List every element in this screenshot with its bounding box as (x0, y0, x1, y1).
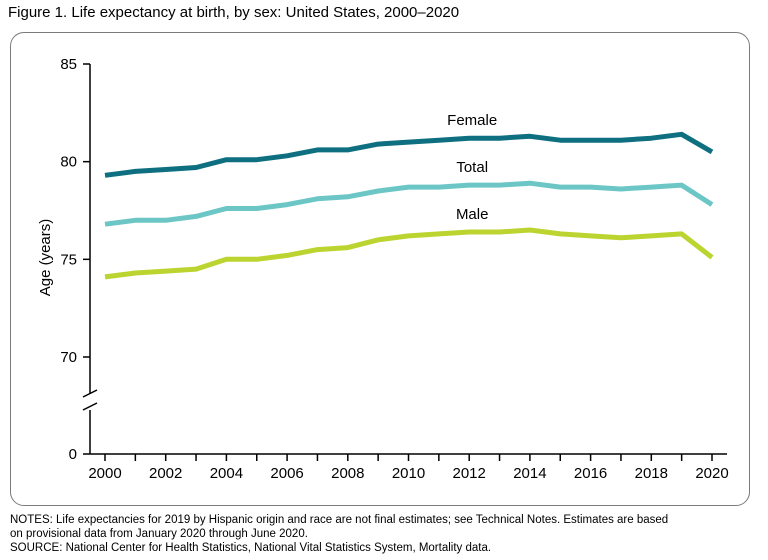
chart-frame (10, 32, 750, 506)
y-tick-label: 75 (60, 251, 77, 268)
x-tick-label: 2018 (635, 465, 668, 482)
x-tick-label: 2014 (513, 465, 546, 482)
notes-line-2: on provisional data from January 2020 th… (10, 528, 308, 540)
x-tick-label: 2004 (210, 465, 243, 482)
series-label-female: Female (447, 112, 497, 129)
series-label-male: Male (456, 206, 489, 223)
x-tick-label: 2012 (453, 465, 486, 482)
x-tick-label: 2020 (695, 465, 728, 482)
x-tick-label: 2002 (149, 465, 182, 482)
y-axis-label: Age (years) (37, 219, 54, 297)
notes-line-1: NOTES: Life expectancies for 2019 by His… (10, 514, 669, 526)
chart-series (104, 131, 714, 280)
y-tick-label: 0 (69, 446, 77, 463)
chart-axes: 85 80 75 70 0 2000 2002 2004 2006 2008 2010 2012 201… (37, 56, 729, 482)
x-tick-label: 2016 (574, 465, 607, 482)
y-tick-label: 85 (60, 56, 77, 73)
series-line-total (104, 180, 714, 227)
figure-title: Figure 1. Life expectancy at birth, by s… (8, 4, 460, 21)
axis-break-mark (82, 402, 98, 411)
y-tick-label: 70 (60, 349, 77, 366)
series-line-female (104, 131, 714, 178)
x-tick-label: 2008 (331, 465, 364, 482)
series-line-male (104, 227, 714, 280)
chart-series-labels: Female Total Male (447, 112, 497, 223)
axis-break-mark (82, 389, 98, 398)
series-label-total: Total (456, 159, 488, 176)
x-tick-label: 2010 (392, 465, 425, 482)
source-line: SOURCE: National Center for Health Stati… (10, 542, 492, 554)
y-tick-label: 80 (60, 154, 77, 171)
chart-notes: NOTES: Life expectancies for 2019 by His… (10, 513, 760, 555)
x-tick-label: 2006 (270, 465, 303, 482)
x-tick-label: 2000 (88, 465, 121, 482)
